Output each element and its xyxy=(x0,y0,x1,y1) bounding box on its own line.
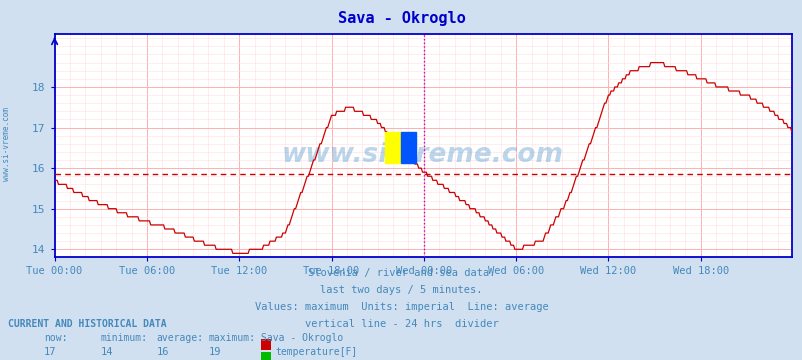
Text: 19: 19 xyxy=(209,347,221,357)
Text: 17: 17 xyxy=(44,347,57,357)
Text: Slovenia / river and sea data.: Slovenia / river and sea data. xyxy=(307,268,495,278)
Bar xyxy=(400,132,415,163)
Text: maximum:: maximum: xyxy=(209,333,256,343)
Text: last two days / 5 minutes.: last two days / 5 minutes. xyxy=(320,285,482,295)
Text: CURRENT AND HISTORICAL DATA: CURRENT AND HISTORICAL DATA xyxy=(8,319,167,329)
Text: Sava - Okroglo: Sava - Okroglo xyxy=(337,11,465,26)
Text: 16: 16 xyxy=(156,347,169,357)
Text: average:: average: xyxy=(156,333,204,343)
Text: 14: 14 xyxy=(100,347,113,357)
Text: Values: maximum  Units: imperial  Line: average: Values: maximum Units: imperial Line: av… xyxy=(254,302,548,312)
Text: Sava - Okroglo: Sava - Okroglo xyxy=(261,333,342,343)
Bar xyxy=(385,132,400,163)
Text: www.si-vreme.com: www.si-vreme.com xyxy=(2,107,11,181)
Text: www.si-vreme.com: www.si-vreme.com xyxy=(282,142,564,168)
Text: temperature[F]: temperature[F] xyxy=(275,347,357,357)
Text: vertical line - 24 hrs  divider: vertical line - 24 hrs divider xyxy=(304,319,498,329)
Text: minimum:: minimum: xyxy=(100,333,148,343)
Text: now:: now: xyxy=(44,333,67,343)
